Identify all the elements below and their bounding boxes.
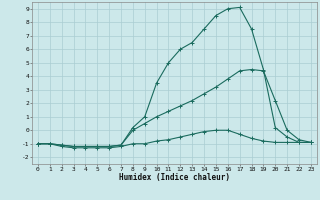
X-axis label: Humidex (Indice chaleur): Humidex (Indice chaleur) bbox=[119, 173, 230, 182]
